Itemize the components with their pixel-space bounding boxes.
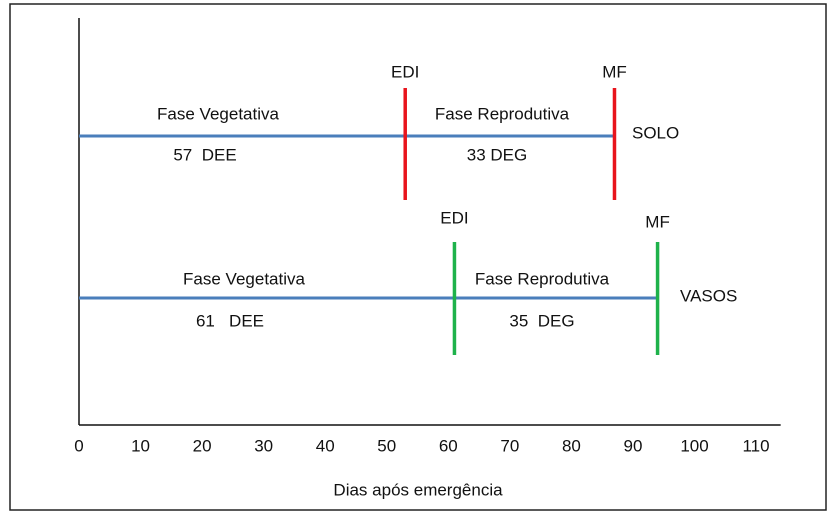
phase-label: Fase Vegetativa <box>183 269 305 288</box>
x-tick-label: 100 <box>680 436 708 455</box>
row-name: VASOS <box>680 286 737 305</box>
phase-duration: 61 DEE <box>196 311 264 330</box>
phase-label: Fase Vegetativa <box>157 104 279 123</box>
x-tick-label: 60 <box>439 436 458 455</box>
row-name: SOLO <box>632 123 679 142</box>
x-tick-label: 110 <box>742 436 769 455</box>
x-tick-label: 90 <box>623 436 642 455</box>
x-tick-label: 80 <box>562 436 581 455</box>
x-tick-label: 0 <box>74 436 83 455</box>
marker-label: EDI <box>391 62 419 81</box>
phase-duration: 35 DEG <box>509 311 574 330</box>
x-tick-label: 10 <box>131 436 150 455</box>
x-tick-label: 50 <box>377 436 396 455</box>
x-tick-label: 70 <box>500 436 519 455</box>
x-tick-label: 20 <box>193 436 212 455</box>
x-tick-label: 40 <box>316 436 335 455</box>
marker-label: MF <box>602 62 627 81</box>
marker-label: EDI <box>440 208 468 227</box>
phase-duration: 57 DEE <box>173 145 236 164</box>
phase-duration: 33 DEG <box>467 145 527 164</box>
phase-label: Fase Reprodutiva <box>435 104 570 123</box>
marker-label: MF <box>645 212 670 231</box>
phase-label: Fase Reprodutiva <box>475 269 610 288</box>
x-axis-label: Dias após emergência <box>333 480 503 499</box>
x-tick-label: 30 <box>254 436 273 455</box>
